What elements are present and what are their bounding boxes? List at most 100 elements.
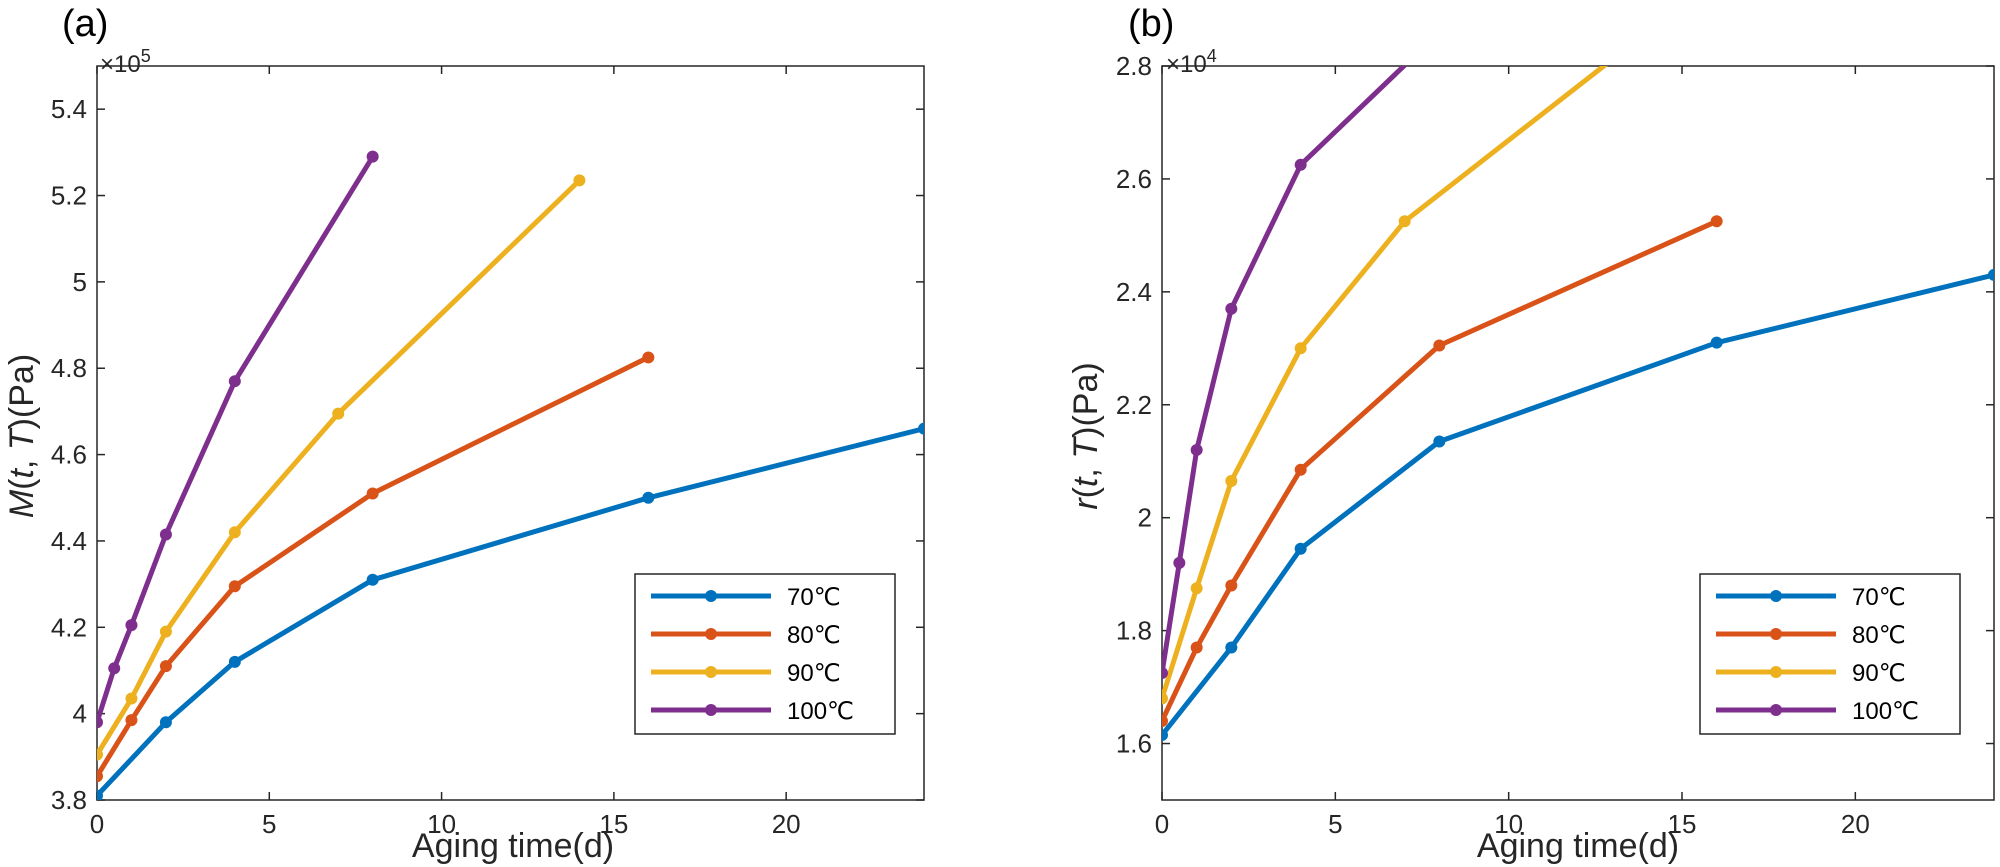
y-tick-label: 4	[73, 699, 87, 729]
data-point	[159, 716, 172, 729]
chart-panel-b: (b) 0 5 10 15 20 1.6 1.8 2 2.2 2.4 2.6 2.8 ×104 r(t…	[1067, 3, 1995, 865]
legend-swatch-marker	[1770, 704, 1782, 716]
series-line	[1162, 218, 1720, 724]
y-tick-label: 2.8	[1116, 51, 1152, 81]
legend-swatch-marker	[705, 628, 717, 640]
legend-item: 70℃	[651, 584, 841, 611]
legend-item: 80℃	[1716, 622, 1906, 649]
legend-item: 100℃	[651, 698, 854, 725]
series-100℃	[97, 150, 379, 729]
x-tick-label: 15	[1668, 809, 1697, 839]
legend-label: 80℃	[1852, 622, 1906, 649]
x-tick-label: 5	[1328, 809, 1342, 839]
y-tick-label: 4.4	[51, 526, 87, 556]
data-point	[228, 655, 241, 668]
data-point	[1294, 342, 1307, 355]
series-80℃	[1162, 215, 1723, 727]
x-tick-label: 10	[1494, 809, 1523, 839]
data-point	[1225, 579, 1238, 592]
data-point	[125, 714, 138, 727]
data-point	[573, 174, 586, 187]
series-line	[1162, 272, 1994, 738]
legend-swatch-marker	[705, 704, 717, 716]
legend-label: 100℃	[787, 698, 854, 725]
y-tick-label: 2	[1138, 503, 1152, 533]
legend-swatch-marker	[705, 666, 717, 678]
legend-swatch-marker	[705, 590, 717, 602]
data-point	[125, 692, 138, 705]
data-point	[159, 660, 172, 673]
data-point	[97, 770, 103, 783]
panel-b-legend: 70℃ 80℃ 90℃ 100℃	[1699, 573, 1961, 735]
series-80℃	[97, 351, 655, 783]
legend-swatch-marker	[1770, 628, 1782, 640]
data-point	[1433, 339, 1446, 352]
legend-swatch-marker	[1770, 590, 1782, 602]
data-point	[97, 716, 103, 729]
panel-a-legend: 70℃ 80℃ 90℃ 100℃	[634, 573, 896, 735]
legend-swatch-marker	[1770, 666, 1782, 678]
data-point	[1162, 666, 1168, 679]
x-tick-label: 0	[1155, 809, 1169, 839]
data-point	[366, 573, 379, 586]
data-point	[1190, 443, 1203, 456]
data-point	[642, 351, 655, 364]
data-point	[1398, 215, 1411, 228]
y-tick-label: 2.4	[1116, 277, 1152, 307]
data-point	[1190, 582, 1203, 595]
panel-b-series-group	[1162, 26, 1994, 742]
x-tick-label: 20	[1841, 809, 1870, 839]
data-point	[159, 625, 172, 638]
data-point	[1294, 463, 1307, 476]
panel-b-axes-frame	[1161, 65, 1995, 801]
series-line	[97, 177, 582, 758]
data-point	[642, 491, 655, 504]
y-tick-label: 3.8	[51, 785, 87, 815]
x-tick-label: 5	[262, 809, 276, 839]
panel-a-series-group	[97, 150, 924, 800]
legend-item: 100℃	[1716, 698, 1919, 725]
y-tick-label: 4.8	[51, 353, 87, 383]
y-tick-label: 5.2	[51, 181, 87, 211]
y-tick-label: 1.6	[1116, 729, 1152, 759]
y-tick-label: 4.2	[51, 612, 87, 642]
legend-item: 80℃	[651, 622, 841, 649]
x-tick-label: 15	[599, 809, 628, 839]
y-tick-label: 1.8	[1116, 616, 1152, 646]
series-90℃	[97, 174, 586, 761]
y-tick-label: 5	[73, 267, 87, 297]
data-point	[108, 662, 121, 675]
data-point	[1294, 542, 1307, 555]
x-tick-label: 20	[772, 809, 801, 839]
data-point	[1190, 641, 1203, 654]
y-tick-label: 2.2	[1116, 390, 1152, 420]
data-point	[1433, 26, 1445, 38]
data-point	[918, 422, 924, 435]
data-point	[125, 619, 138, 632]
data-point	[366, 487, 379, 500]
legend-item: 90℃	[651, 660, 841, 687]
data-point	[1225, 302, 1238, 315]
data-point	[1225, 474, 1238, 487]
series-line	[1162, 66, 1408, 676]
y-tick-label: 2.6	[1116, 164, 1152, 194]
legend-label: 80℃	[787, 622, 841, 649]
data-point	[1173, 556, 1186, 569]
y-tick-label: 4.6	[51, 440, 87, 470]
legend-label: 70℃	[1852, 584, 1906, 611]
data-point	[1162, 692, 1168, 705]
series-line	[97, 354, 651, 779]
legend-label: 90℃	[787, 660, 841, 687]
panel-b-label: (b)	[1128, 3, 1174, 45]
x-tick-label: 0	[90, 809, 104, 839]
panel-b-x-axis-label: Aging time(d)	[1477, 827, 1679, 865]
legend-label: 90℃	[1852, 660, 1906, 687]
data-point	[366, 150, 379, 163]
data-point	[1710, 215, 1723, 228]
data-point	[1988, 268, 1994, 281]
chart-panel-a: (a) 0 5 10 15 20 3.8 4 4.2 4.4 4.6 4.8 5 5.2 5.4 ×105…	[3, 3, 925, 865]
data-point	[1641, 26, 1653, 38]
data-point	[228, 375, 241, 388]
data-point	[228, 526, 241, 539]
